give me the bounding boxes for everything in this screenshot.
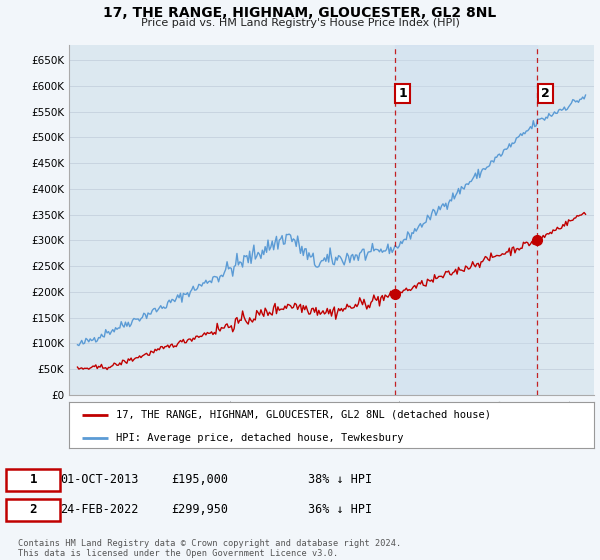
Text: 1: 1 [29, 473, 37, 487]
Text: 1: 1 [398, 87, 407, 100]
Text: Price paid vs. HM Land Registry's House Price Index (HPI): Price paid vs. HM Land Registry's House … [140, 18, 460, 28]
Text: £299,950: £299,950 [172, 503, 229, 516]
Text: £195,000: £195,000 [172, 473, 229, 487]
Text: 24-FEB-2022: 24-FEB-2022 [61, 503, 139, 516]
Text: 38% ↓ HPI: 38% ↓ HPI [308, 473, 373, 487]
Text: 2: 2 [29, 503, 37, 516]
Text: 01-OCT-2013: 01-OCT-2013 [61, 473, 139, 487]
Text: 2: 2 [541, 87, 550, 100]
Text: 17, THE RANGE, HIGHNAM, GLOUCESTER, GL2 8NL: 17, THE RANGE, HIGHNAM, GLOUCESTER, GL2 … [103, 6, 497, 20]
Bar [395, 45, 537, 395]
Text: HPI: Average price, detached house, Tewkesbury: HPI: Average price, detached house, Tewk… [116, 433, 404, 443]
Text: 36% ↓ HPI: 36% ↓ HPI [308, 503, 373, 516]
Text: Contains HM Land Registry data © Crown copyright and database right 2024.
This d: Contains HM Land Registry data © Crown c… [18, 539, 401, 558]
Text: 17, THE RANGE, HIGHNAM, GLOUCESTER, GL2 8NL (detached house): 17, THE RANGE, HIGHNAM, GLOUCESTER, GL2 … [116, 410, 491, 420]
FancyBboxPatch shape [6, 498, 61, 521]
FancyBboxPatch shape [6, 469, 61, 491]
